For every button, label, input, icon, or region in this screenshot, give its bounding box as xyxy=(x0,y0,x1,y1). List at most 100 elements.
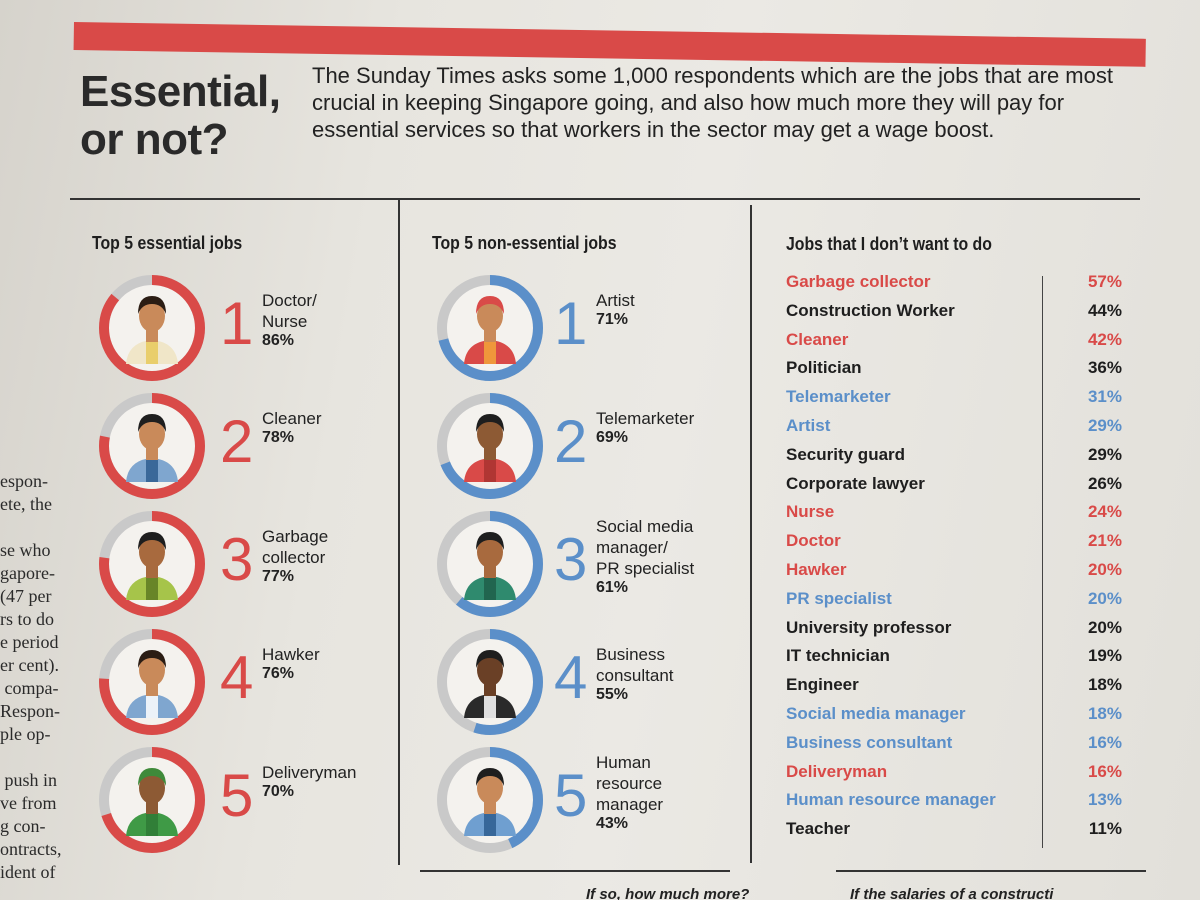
table-job-name: Garbage collector xyxy=(786,272,931,291)
percent-ring xyxy=(99,393,205,499)
artist-icon xyxy=(464,296,516,364)
table-row: Nurse 24% xyxy=(786,502,1132,530)
ring-value-arc xyxy=(99,747,205,853)
table-job-percent: 18% xyxy=(1087,704,1122,723)
table-job-name: IT technician xyxy=(786,646,890,666)
table-job-percent: 20% xyxy=(1087,560,1122,579)
job-label: Business consultant xyxy=(596,645,674,685)
hr-manager-icon xyxy=(464,768,516,836)
ring-value-arc xyxy=(99,511,205,617)
table-job-percent: 44% xyxy=(1087,300,1122,320)
table-job-name: Telemarketer xyxy=(786,387,891,407)
table-job-percent: 21% xyxy=(1087,531,1122,551)
table-row: Politician 36% xyxy=(786,358,1132,386)
table-job-percent: 18% xyxy=(1087,675,1122,695)
percent-ring xyxy=(437,393,543,499)
job-percent: 71% xyxy=(596,311,629,328)
non-essential-panel-title: Top 5 non-essential jobs xyxy=(432,233,617,253)
doctor-icon xyxy=(126,296,178,364)
table-job-percent: 13% xyxy=(1087,790,1122,810)
ring-value-arc xyxy=(99,629,205,735)
job-percent: 69% xyxy=(596,429,629,446)
table-job-percent: 26% xyxy=(1087,473,1122,493)
table-job-name: Construction Worker xyxy=(786,300,955,320)
table-job-name: Social media manager xyxy=(786,704,966,723)
percent-ring xyxy=(99,629,205,735)
rank-number: 3 xyxy=(554,526,588,593)
table-row: Teacher 11% xyxy=(786,819,1132,847)
percent-ring xyxy=(99,747,205,853)
job-label: Hawker xyxy=(262,645,320,664)
social-media-manager-icon xyxy=(464,532,516,600)
table-job-percent: 20% xyxy=(1087,617,1122,637)
table-row: Business consultant 16% xyxy=(786,733,1132,761)
table-row: Human resource manager 13% xyxy=(786,790,1132,818)
table-row: Hawker 20% xyxy=(786,560,1132,588)
job-label: Doctor/ Nurse xyxy=(262,291,317,331)
table-job-name: Deliveryman xyxy=(786,761,888,781)
table-job-name: Corporate lawyer xyxy=(786,473,925,493)
table-job-percent: 24% xyxy=(1087,502,1122,522)
table-job-name: Teacher xyxy=(786,819,850,839)
headline: Essential, or not? xyxy=(80,67,281,164)
ring-value-arc xyxy=(437,393,543,499)
table-row: IT technician 19% xyxy=(786,646,1132,674)
table-job-name: Hawker xyxy=(786,560,847,579)
table-job-name: Security guard xyxy=(786,444,906,464)
dont-want-panel-title: Jobs that I don’t want to do xyxy=(786,234,992,254)
business-consultant-icon xyxy=(464,650,516,718)
table-job-name: Engineer xyxy=(786,675,859,695)
rank-number: 5 xyxy=(554,762,588,829)
ring-value-arc xyxy=(437,275,543,381)
job-percent: 70% xyxy=(262,783,295,800)
rank-number: 1 xyxy=(554,290,588,357)
table-job-percent: 31% xyxy=(1087,387,1122,407)
column-divider-1 xyxy=(398,200,400,865)
job-percent: 43% xyxy=(596,815,629,832)
table-job-percent: 57% xyxy=(1087,272,1122,291)
table-job-name: Cleaner xyxy=(786,329,849,349)
header-red-bar xyxy=(73,22,1146,67)
table-row: Construction Worker 44% xyxy=(786,301,1132,329)
percent-ring xyxy=(437,511,543,617)
intro-text: The Sunday Times asks some 1,000 respond… xyxy=(312,63,1113,142)
job-label: Artist xyxy=(596,291,635,310)
job-percent: 77% xyxy=(262,568,295,585)
percent-ring xyxy=(437,275,543,381)
table-job-percent: 19% xyxy=(1087,646,1122,666)
table-job-name: University professor xyxy=(786,617,952,637)
rank-number: 3 xyxy=(220,526,254,593)
table-job-name: Doctor xyxy=(786,531,841,551)
rank-number: 2 xyxy=(554,408,588,475)
column-divider-2 xyxy=(750,205,752,863)
job-percent: 76% xyxy=(262,665,295,682)
table-job-name: Politician xyxy=(786,358,862,378)
table-job-name: PR specialist xyxy=(786,588,892,608)
table-row: Cleaner 42% xyxy=(786,330,1132,358)
table-row: Security guard 29% xyxy=(786,445,1132,473)
section-rule xyxy=(70,198,1140,200)
ring-value-arc xyxy=(437,629,543,735)
table-row: Engineer 18% xyxy=(786,675,1132,703)
rank-number: 2 xyxy=(220,408,254,475)
garbage-collector-icon xyxy=(126,532,178,600)
table-job-percent: 29% xyxy=(1087,416,1122,435)
table-job-name: Artist xyxy=(786,416,831,435)
table-job-name: Business consultant xyxy=(786,732,953,752)
essential-panel-title: Top 5 essential jobs xyxy=(92,233,243,253)
cleaner-icon xyxy=(126,414,178,482)
table-row: PR specialist 20% xyxy=(786,589,1132,617)
rank-number: 1 xyxy=(220,290,254,357)
bottom-rule-left xyxy=(420,870,730,872)
rank-number: 4 xyxy=(554,644,588,711)
telemarketer-icon xyxy=(464,414,516,482)
table-job-percent: 16% xyxy=(1087,761,1122,781)
table-row: Telemarketer 31% xyxy=(786,387,1132,415)
bottom-heading-left: If so, how much more? xyxy=(586,886,750,900)
table-row: Artist 29% xyxy=(786,416,1132,444)
ring-value-arc xyxy=(99,393,205,499)
ring-value-arc xyxy=(437,747,543,853)
table-job-percent: 20% xyxy=(1087,588,1122,608)
rank-number: 5 xyxy=(220,762,254,829)
job-label: Garbage collector xyxy=(262,527,329,567)
